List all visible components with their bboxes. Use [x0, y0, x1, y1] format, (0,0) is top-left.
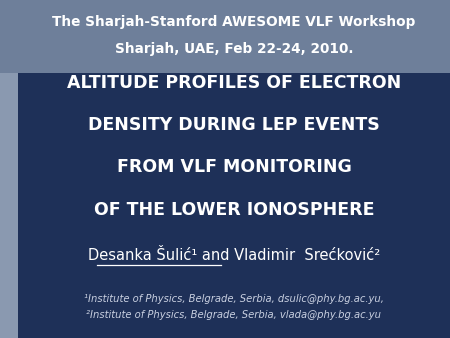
Text: Desanka Šulić¹ and Vladimir  Srećković²: Desanka Šulić¹ and Vladimir Srećković²: [88, 248, 380, 263]
Text: OF THE LOWER IONOSPHERE: OF THE LOWER IONOSPHERE: [94, 200, 374, 219]
Text: Sharjah, UAE, Feb 22-24, 2010.: Sharjah, UAE, Feb 22-24, 2010.: [115, 42, 353, 56]
Text: ²Institute of Physics, Belgrade, Serbia, vlada@phy.bg.ac.yu: ²Institute of Physics, Belgrade, Serbia,…: [86, 310, 382, 320]
Text: FROM VLF MONITORING: FROM VLF MONITORING: [117, 158, 351, 176]
Bar: [0, 0, 18, 338]
Text: DENSITY DURING LEP EVENTS: DENSITY DURING LEP EVENTS: [88, 116, 380, 134]
Text: ALTITUDE PROFILES OF ELECTRON: ALTITUDE PROFILES OF ELECTRON: [67, 74, 401, 92]
Text: ¹Institute of Physics, Belgrade, Serbia, dsulic@phy.bg.ac.yu,: ¹Institute of Physics, Belgrade, Serbia,…: [84, 294, 384, 304]
Text: The Sharjah-Stanford AWESOME VLF Workshop: The Sharjah-Stanford AWESOME VLF Worksho…: [52, 15, 416, 29]
Bar: [0, 0, 450, 73]
